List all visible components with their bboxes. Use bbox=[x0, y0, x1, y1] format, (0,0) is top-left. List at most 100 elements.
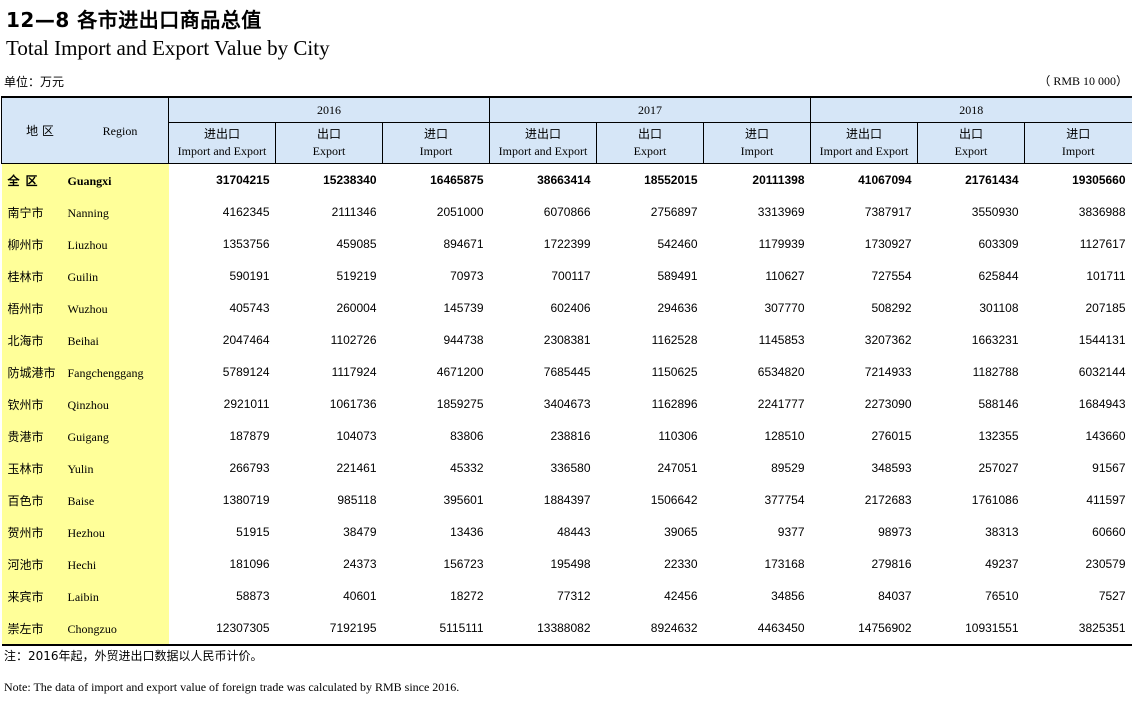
value-cell: 38663414 bbox=[537, 173, 591, 187]
value-cell: 101711 bbox=[1086, 269, 1126, 283]
value-cell: 207185 bbox=[1085, 301, 1126, 315]
region-cell: 防城港市 Fangchenggang bbox=[1, 356, 169, 388]
value-cell: 336580 bbox=[550, 461, 591, 475]
region-name-en: Hechi bbox=[67, 557, 97, 572]
value-cell: 700117 bbox=[551, 269, 591, 283]
subcolumn-header-en: Import bbox=[1061, 144, 1095, 158]
value-cell: 1102726 bbox=[330, 333, 377, 347]
value-cell: 395601 bbox=[443, 493, 484, 507]
value-cell: 603309 bbox=[978, 237, 1019, 251]
value-cell: 1150625 bbox=[651, 365, 698, 379]
value-cell: 156723 bbox=[443, 557, 484, 571]
value-cell: 3404673 bbox=[543, 397, 591, 411]
table-row: 柳州市 Liuzhou 1353756 459085 894671 1722399 5424… bbox=[1, 228, 1132, 260]
table-row: 全区 Guangxi 31704215 15238340 16465875 3866341… bbox=[1, 163, 1132, 196]
value-cell: 76510 bbox=[985, 589, 1019, 603]
value-cell: 2756897 bbox=[650, 205, 698, 219]
value-cell: 10931551 bbox=[965, 621, 1019, 635]
value-cell: 20111398 bbox=[752, 173, 805, 187]
value-cell: 1179939 bbox=[758, 237, 805, 251]
table-row: 来宾市 Laibin 58873 40601 18272 77312 42456 34856 8… bbox=[1, 580, 1132, 612]
subcolumn-header-en: Export bbox=[633, 144, 667, 158]
value-cell: 1884397 bbox=[543, 493, 591, 507]
value-cell: 944738 bbox=[443, 333, 484, 347]
value-cell: 16465875 bbox=[430, 173, 484, 187]
subcolumn-header: 进出口 Import and Export bbox=[168, 122, 276, 164]
value-cell: 89529 bbox=[771, 461, 805, 475]
value-cell: 1544131 bbox=[1078, 333, 1126, 347]
region-cell: 钦州市 Qinzhou bbox=[1, 388, 169, 420]
unit-label-cn: 单位：万元 bbox=[4, 75, 65, 89]
region-cell: 柳州市 Liuzhou bbox=[1, 228, 169, 260]
value-cell: 230579 bbox=[1085, 557, 1126, 571]
value-cell: 84037 bbox=[878, 589, 912, 603]
value-cell: 1506642 bbox=[650, 493, 698, 507]
value-cell: 2921011 bbox=[223, 397, 270, 411]
region-name-en: Guilin bbox=[67, 269, 99, 284]
value-cell: 7685445 bbox=[543, 365, 591, 379]
region-name-en: Hezhou bbox=[67, 525, 105, 540]
region-name-en: Chongzuo bbox=[67, 621, 117, 636]
subcolumn-header: 进口 Import bbox=[382, 122, 490, 164]
value-cell: 7527 bbox=[1098, 589, 1126, 603]
value-cell: 22330 bbox=[664, 557, 698, 571]
value-cell: 1353756 bbox=[222, 237, 270, 251]
value-cell: 221461 bbox=[336, 461, 377, 475]
value-cell: 187879 bbox=[229, 429, 270, 443]
value-cell: 625844 bbox=[978, 269, 1019, 283]
table-row: 贺州市 Hezhou 51915 38479 13436 48443 39065 9377 98… bbox=[1, 516, 1132, 548]
subcolumn-header-en: Import bbox=[419, 144, 453, 158]
value-cell: 83806 bbox=[450, 429, 484, 443]
value-cell: 508292 bbox=[871, 301, 912, 315]
region-name-cn: 梧州市 bbox=[7, 301, 44, 316]
value-cell: 181096 bbox=[229, 557, 270, 571]
value-cell: 21761434 bbox=[965, 173, 1019, 187]
value-cell: 1722399 bbox=[543, 237, 591, 251]
value-cell: 266793 bbox=[229, 461, 270, 475]
region-name-en: Guangxi bbox=[67, 173, 112, 188]
value-cell: 542460 bbox=[657, 237, 698, 251]
value-cell: 42456 bbox=[664, 589, 698, 603]
value-cell: 411597 bbox=[1086, 493, 1126, 507]
subcolumn-header: 出口 Export bbox=[917, 122, 1025, 164]
value-cell: 3825351 bbox=[1078, 621, 1126, 635]
region-cell: 来宾市 Laibin bbox=[1, 580, 169, 612]
value-cell: 110306 bbox=[658, 429, 698, 443]
value-cell: 3207362 bbox=[864, 333, 912, 347]
value-cell: 195498 bbox=[550, 557, 591, 571]
subcolumn-header-row: 进出口 Import and Export 出口 Export 进口 Import 进出口 I… bbox=[2, 122, 1132, 164]
value-cell: 588146 bbox=[978, 397, 1019, 411]
value-cell: 132355 bbox=[978, 429, 1019, 443]
subcolumn-header-cn: 进出口 bbox=[203, 127, 240, 141]
value-cell: 98973 bbox=[878, 525, 912, 539]
region-name-cn: 防城港市 bbox=[7, 365, 56, 380]
value-cell: 2047464 bbox=[222, 333, 270, 347]
value-cell: 1061736 bbox=[329, 397, 377, 411]
value-cell: 377754 bbox=[764, 493, 805, 507]
subcolumn-header-cn: 进口 bbox=[423, 127, 448, 141]
footnote-cn: 注：2016年起，外贸进出口数据以人民币计价。 bbox=[4, 649, 263, 663]
value-cell: 2273090 bbox=[864, 397, 912, 411]
value-cell: 602406 bbox=[550, 301, 591, 315]
value-cell: 41067094 bbox=[858, 173, 912, 187]
value-cell: 1145853 bbox=[758, 333, 805, 347]
region-name-en: Laibin bbox=[67, 589, 99, 604]
value-cell: 727554 bbox=[871, 269, 912, 283]
value-cell: 7192195 bbox=[329, 621, 377, 635]
region-name-en: Baise bbox=[67, 493, 95, 508]
subcolumn-header-cn: 进出口 bbox=[524, 127, 561, 141]
value-cell: 279816 bbox=[871, 557, 912, 571]
region-name-cn: 柳州市 bbox=[7, 237, 44, 252]
value-cell: 3313969 bbox=[757, 205, 805, 219]
value-cell: 145739 bbox=[443, 301, 484, 315]
region-name-cn: 来宾市 bbox=[7, 589, 44, 604]
region-name-en: Qinzhou bbox=[67, 397, 109, 412]
value-cell: 247051 bbox=[657, 461, 698, 475]
value-cell: 276015 bbox=[871, 429, 912, 443]
value-cell: 38479 bbox=[343, 525, 377, 539]
region-name-en: Liuzhou bbox=[67, 237, 108, 252]
region-header-cn: 地 区 bbox=[26, 124, 54, 138]
value-cell: 6534820 bbox=[757, 365, 805, 379]
region-name-cn: 北海市 bbox=[7, 333, 44, 348]
table-body: 全区 Guangxi 31704215 15238340 16465875 3866341… bbox=[1, 163, 1132, 645]
